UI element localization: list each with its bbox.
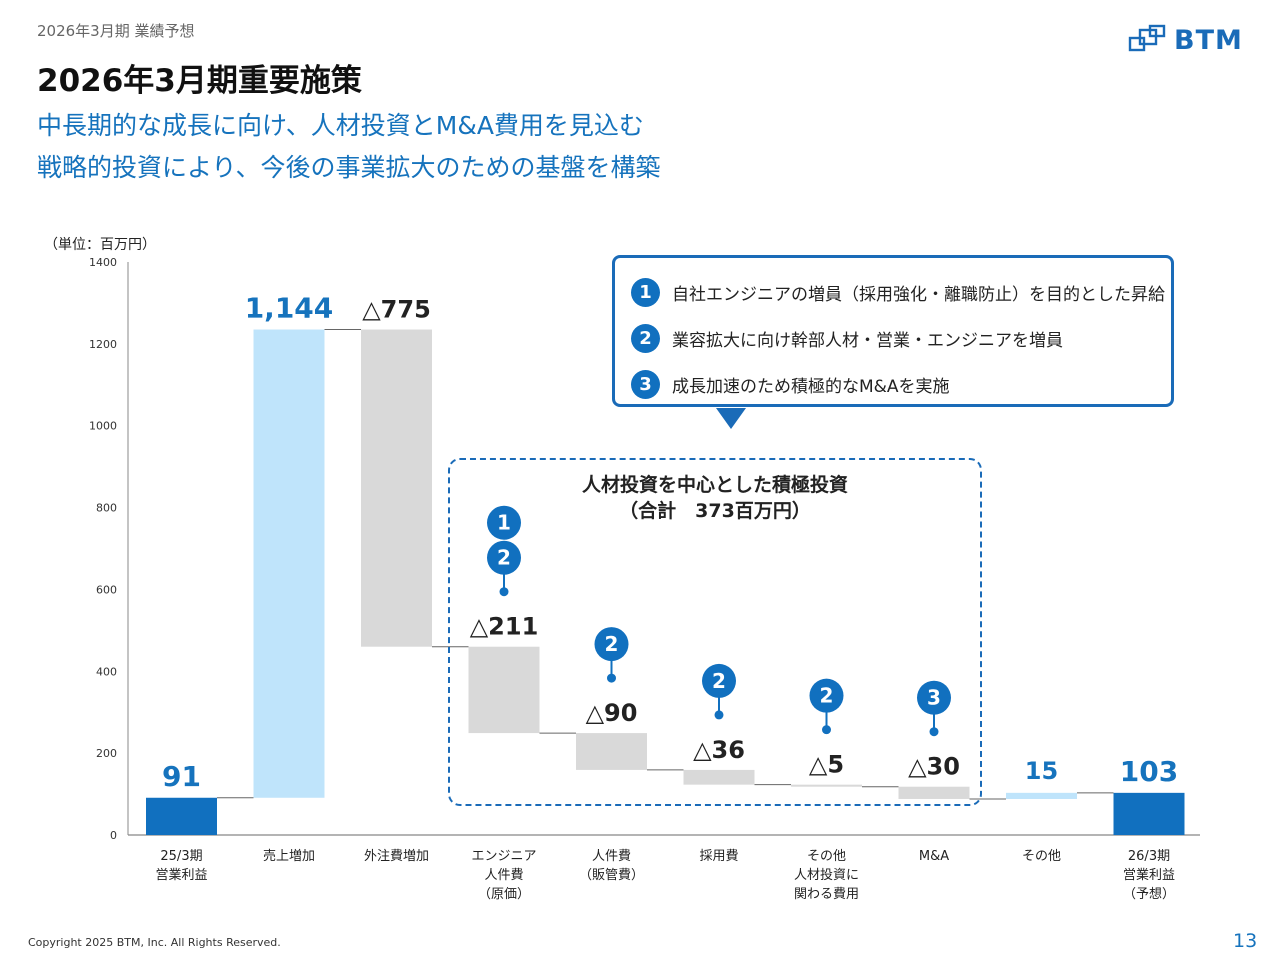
bar [146, 797, 217, 835]
marker-dot-icon [929, 727, 939, 737]
callout-box: 1 自社エンジニアの増員（採用強化・離職防止）を目的とした昇給 2 業容拡大に向… [612, 255, 1174, 407]
x-tick-label: 営業利益 [1123, 867, 1175, 883]
investment-box-subtitle: （合計 373百万円） [619, 500, 811, 522]
breadcrumb: 2026年3月期 業績予想 [37, 22, 195, 40]
number-badge-icon [702, 663, 736, 698]
x-tick-label: その他 [807, 849, 846, 864]
x-tick-label: その他 [1022, 849, 1061, 864]
callout-item-3: 3 成長加速のため積極的なM&Aを実施 [631, 370, 950, 399]
number-badge-icon [487, 505, 521, 540]
number-badge-icon [487, 540, 521, 575]
y-tick-label: 600 [96, 583, 117, 596]
callout-item-1: 1 自社エンジニアの増員（採用強化・離職防止）を目的とした昇給 [631, 278, 1165, 307]
data-label: △5 [809, 751, 844, 779]
callout-item-text: 成長加速のため積極的なM&Aを実施 [672, 377, 950, 397]
data-label: 15 [1025, 757, 1058, 785]
callout-pointer [716, 408, 746, 429]
callout-item-text: 自社エンジニアの増員（採用強化・離職防止）を目的とした昇給 [672, 285, 1165, 305]
investment-group-box: 人材投資を中心とした積極投資 （合計 373百万円） [448, 458, 982, 806]
subtitle-line-2: 戦略的投資により、今後の事業拡大のための基盤を構築 [37, 153, 661, 182]
y-tick-label: 0 [110, 829, 117, 842]
bar [898, 786, 970, 799]
x-tick-label: 25/3期 [160, 849, 202, 864]
bar [253, 329, 325, 798]
logo-text: BTM [1174, 24, 1243, 56]
x-tick-label: 人件費 [484, 868, 523, 883]
x-tick-label: 26/3期 [1128, 849, 1170, 864]
page-title: 2026年3月期重要施策 [37, 63, 362, 99]
number-badge-label: 1 [497, 511, 511, 535]
bar [1006, 792, 1077, 799]
bar [683, 769, 755, 785]
logo-mark-icon [1128, 24, 1166, 52]
x-tick-label: 採用費 [699, 849, 738, 864]
callout-item-2: 2 業容拡大に向け幹部人材・営業・エンジニアを増員 [631, 324, 1063, 353]
number-badge-icon: 2 [631, 324, 660, 353]
bar [791, 784, 862, 787]
data-label: 1,144 [245, 292, 334, 325]
x-tick-label: 人件費 [592, 849, 631, 864]
number-badge-icon [809, 678, 844, 713]
page-number: 13 [1233, 930, 1258, 952]
number-badge-label: 2 [497, 546, 511, 570]
x-tick-label: （販管費） [579, 868, 644, 883]
marker-dot-icon [714, 710, 724, 720]
company-logo: BTM [1128, 24, 1243, 56]
number-badge-label: 3 [927, 686, 941, 710]
number-badge-icon: 3 [631, 370, 660, 399]
number-badge-icon [594, 627, 629, 662]
number-badge-label: 2 [712, 669, 726, 693]
investment-box-title: 人材投資を中心とした積極投資 [581, 474, 848, 496]
number-badge-icon: 1 [631, 278, 660, 307]
x-tick-label: （予想） [1123, 886, 1175, 902]
bar [468, 646, 540, 734]
y-tick-label: 1400 [89, 256, 117, 269]
marker-dot-icon [822, 725, 831, 735]
data-label: △30 [908, 753, 960, 781]
x-tick-label: 外注費増加 [364, 849, 429, 864]
data-label: 91 [162, 760, 201, 793]
copyright: Copyright 2025 BTM, Inc. All Rights Rese… [28, 936, 281, 949]
marker-dot-icon [607, 673, 616, 683]
y-tick-label: 200 [96, 747, 117, 760]
number-badge-label: 2 [605, 632, 619, 656]
y-tick-label: 400 [96, 665, 117, 678]
subtitle-line-1: 中長期的な成長に向け、人材投資とM&A費用を見込む [37, 111, 644, 140]
data-label: 103 [1120, 755, 1178, 788]
bar [576, 733, 647, 770]
marker-dot-icon [499, 587, 509, 597]
x-tick-label: エンジニア [471, 849, 536, 864]
data-label: △90 [586, 699, 638, 727]
data-label: △211 [470, 613, 539, 641]
data-label: △36 [693, 736, 745, 764]
y-tick-label: 1200 [89, 338, 117, 351]
y-tick-label: 800 [96, 502, 117, 515]
x-tick-label: 売上増加 [263, 848, 315, 864]
x-tick-label: （原価） [478, 887, 530, 902]
x-tick-label: M&A [919, 849, 949, 864]
number-badge-icon [917, 680, 951, 715]
x-tick-label: 営業利益 [155, 867, 207, 883]
x-tick-label: 関わる費用 [794, 887, 859, 902]
bar [361, 329, 432, 647]
callout-item-text: 業容拡大に向け幹部人材・営業・エンジニアを増員 [672, 331, 1063, 351]
number-badge-label: 2 [820, 684, 834, 708]
chart-unit-label: （単位：百万円） [44, 237, 156, 253]
data-label: △775 [362, 296, 431, 324]
x-tick-label: 人材投資に [794, 867, 859, 883]
y-tick-label: 1000 [89, 420, 117, 433]
bar [1113, 792, 1185, 835]
